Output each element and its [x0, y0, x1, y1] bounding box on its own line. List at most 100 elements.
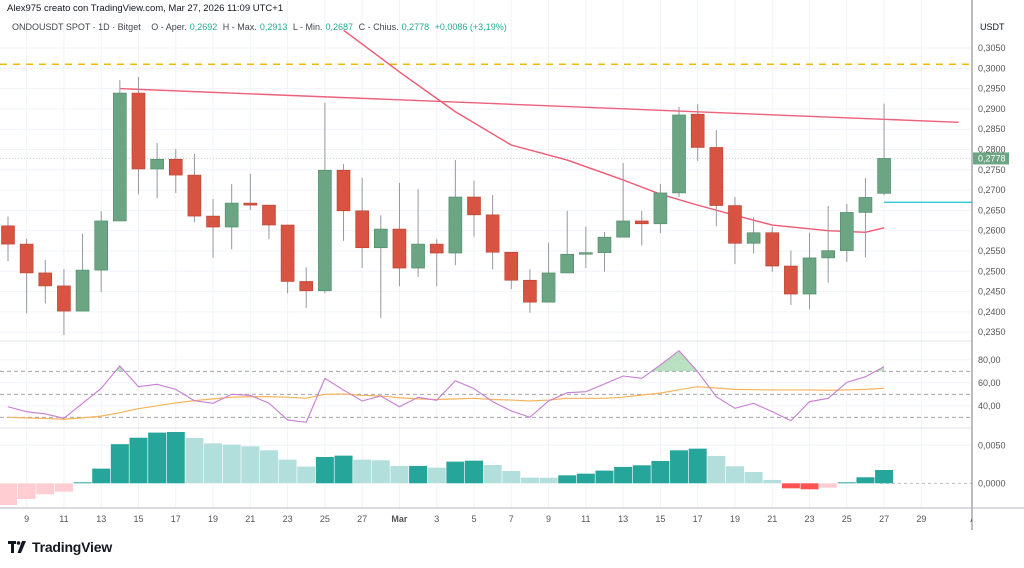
- candle: [541, 242, 556, 303]
- price-tick-label: 0,2800: [978, 145, 1006, 155]
- candle-body: [243, 202, 258, 206]
- candle-body: [467, 196, 481, 216]
- histogram-bar: [390, 465, 409, 484]
- histogram-bar: [0, 483, 17, 505]
- histogram-tick-label: 0,0050: [978, 440, 1006, 450]
- histogram-bar: [409, 465, 428, 484]
- time-tick-label: Apr: [970, 514, 984, 524]
- candle: [150, 143, 164, 199]
- time-tick-label: 11: [59, 514, 68, 524]
- close-label: C - Chius.: [358, 22, 399, 32]
- histogram-bar: [278, 459, 297, 484]
- tradingview-logo-icon: [8, 541, 26, 553]
- candle-body: [373, 228, 388, 249]
- candle-body: [672, 114, 686, 194]
- candle: [709, 130, 724, 227]
- candle-body: [802, 257, 817, 295]
- price-tick-label: 0,3050: [978, 43, 1006, 53]
- candle-body: [839, 212, 854, 251]
- candle: [336, 164, 351, 241]
- candle: [57, 269, 71, 336]
- time-tick-label: 13: [96, 514, 106, 524]
- histogram-bar: [725, 466, 744, 484]
- candle: [784, 250, 798, 305]
- price-unit: USDT: [980, 22, 1005, 32]
- candle: [224, 184, 239, 250]
- candle-body: [709, 147, 724, 206]
- legend-ohlc: ONDOUSDT SPOT · 1D · Bitget O - Aper. 0,2…: [12, 22, 510, 32]
- rsi-pane[interactable]: [0, 349, 972, 423]
- low-label: L - Min.: [292, 22, 323, 32]
- histogram-bar: [502, 470, 521, 484]
- candle-body: [94, 220, 108, 271]
- time-tick-label: 17: [171, 514, 181, 524]
- candle: [560, 210, 575, 274]
- histogram-bar: [819, 483, 838, 488]
- candle-body: [728, 205, 742, 244]
- candle-body: [168, 158, 183, 176]
- time-tick-label: 19: [730, 514, 740, 524]
- candle-body: [1, 225, 15, 245]
- candle-body: [429, 243, 444, 254]
- time-tick-label: 21: [767, 514, 777, 524]
- histogram-bar: [465, 460, 483, 484]
- histogram-pane[interactable]: [0, 432, 972, 505]
- time-tick-label: Mar: [391, 514, 408, 524]
- price-tick-label: 0,2850: [978, 124, 1006, 134]
- time-tick-label: 27: [357, 514, 367, 524]
- candle-body: [821, 250, 835, 259]
- low-value: 0,2687: [325, 22, 354, 32]
- time-tick-label: 13: [618, 514, 628, 524]
- candle: [653, 184, 668, 234]
- candle-body: [131, 92, 146, 170]
- candle: [280, 224, 295, 294]
- candle: [392, 182, 407, 287]
- time-tick-label: 27: [879, 514, 889, 524]
- histogram-bar: [185, 438, 204, 484]
- open-label: O - Aper.: [151, 22, 187, 32]
- histogram-bar: [17, 483, 36, 499]
- histogram-bar: [427, 467, 446, 484]
- candle-body: [19, 243, 34, 274]
- trendline: [119, 87, 959, 123]
- candle: [504, 251, 519, 290]
- candle-body: [392, 228, 407, 269]
- candle-body: [206, 215, 220, 228]
- rsi-overbought-fill: [8, 350, 885, 372]
- histogram-bar: [781, 483, 800, 489]
- histogram-bar: [614, 466, 633, 484]
- candle: [411, 189, 425, 277]
- histogram-bar: [520, 477, 539, 484]
- candle-body: [579, 252, 593, 255]
- candle: [485, 194, 500, 270]
- candle-body: [38, 272, 53, 287]
- candle: [634, 210, 649, 246]
- candle: [616, 162, 630, 238]
- histogram-bar: [632, 465, 651, 484]
- candle-body: [57, 285, 71, 312]
- symbol-label[interactable]: ONDOUSDT SPOT · 1D · Bitget: [12, 22, 141, 32]
- price-tick-label: 0,2500: [978, 266, 1006, 276]
- histogram-bar: [595, 470, 614, 484]
- candle: [690, 104, 705, 161]
- price-pane[interactable]: [0, 29, 972, 336]
- time-tick-label: 25: [320, 514, 330, 524]
- histogram-bar: [241, 446, 260, 484]
- price-tick-label: 0,2400: [978, 307, 1006, 317]
- histogram-bar: [800, 483, 819, 490]
- histogram-bar: [110, 444, 129, 484]
- candle: [728, 197, 742, 264]
- histogram-bar: [166, 432, 185, 484]
- histogram-bar: [446, 461, 465, 484]
- rsi-ma-line: [7, 386, 885, 420]
- price-tick-label: 0,2900: [978, 104, 1006, 114]
- close-value: 0,2778: [401, 22, 430, 32]
- histogram-bar: [54, 483, 73, 492]
- histogram-bar: [129, 437, 148, 484]
- tradingview-logo[interactable]: TradingView: [8, 539, 112, 555]
- histogram-bar: [92, 468, 111, 484]
- time-tick-label: 19: [208, 514, 218, 524]
- candle: [373, 215, 388, 318]
- candle: [187, 153, 202, 223]
